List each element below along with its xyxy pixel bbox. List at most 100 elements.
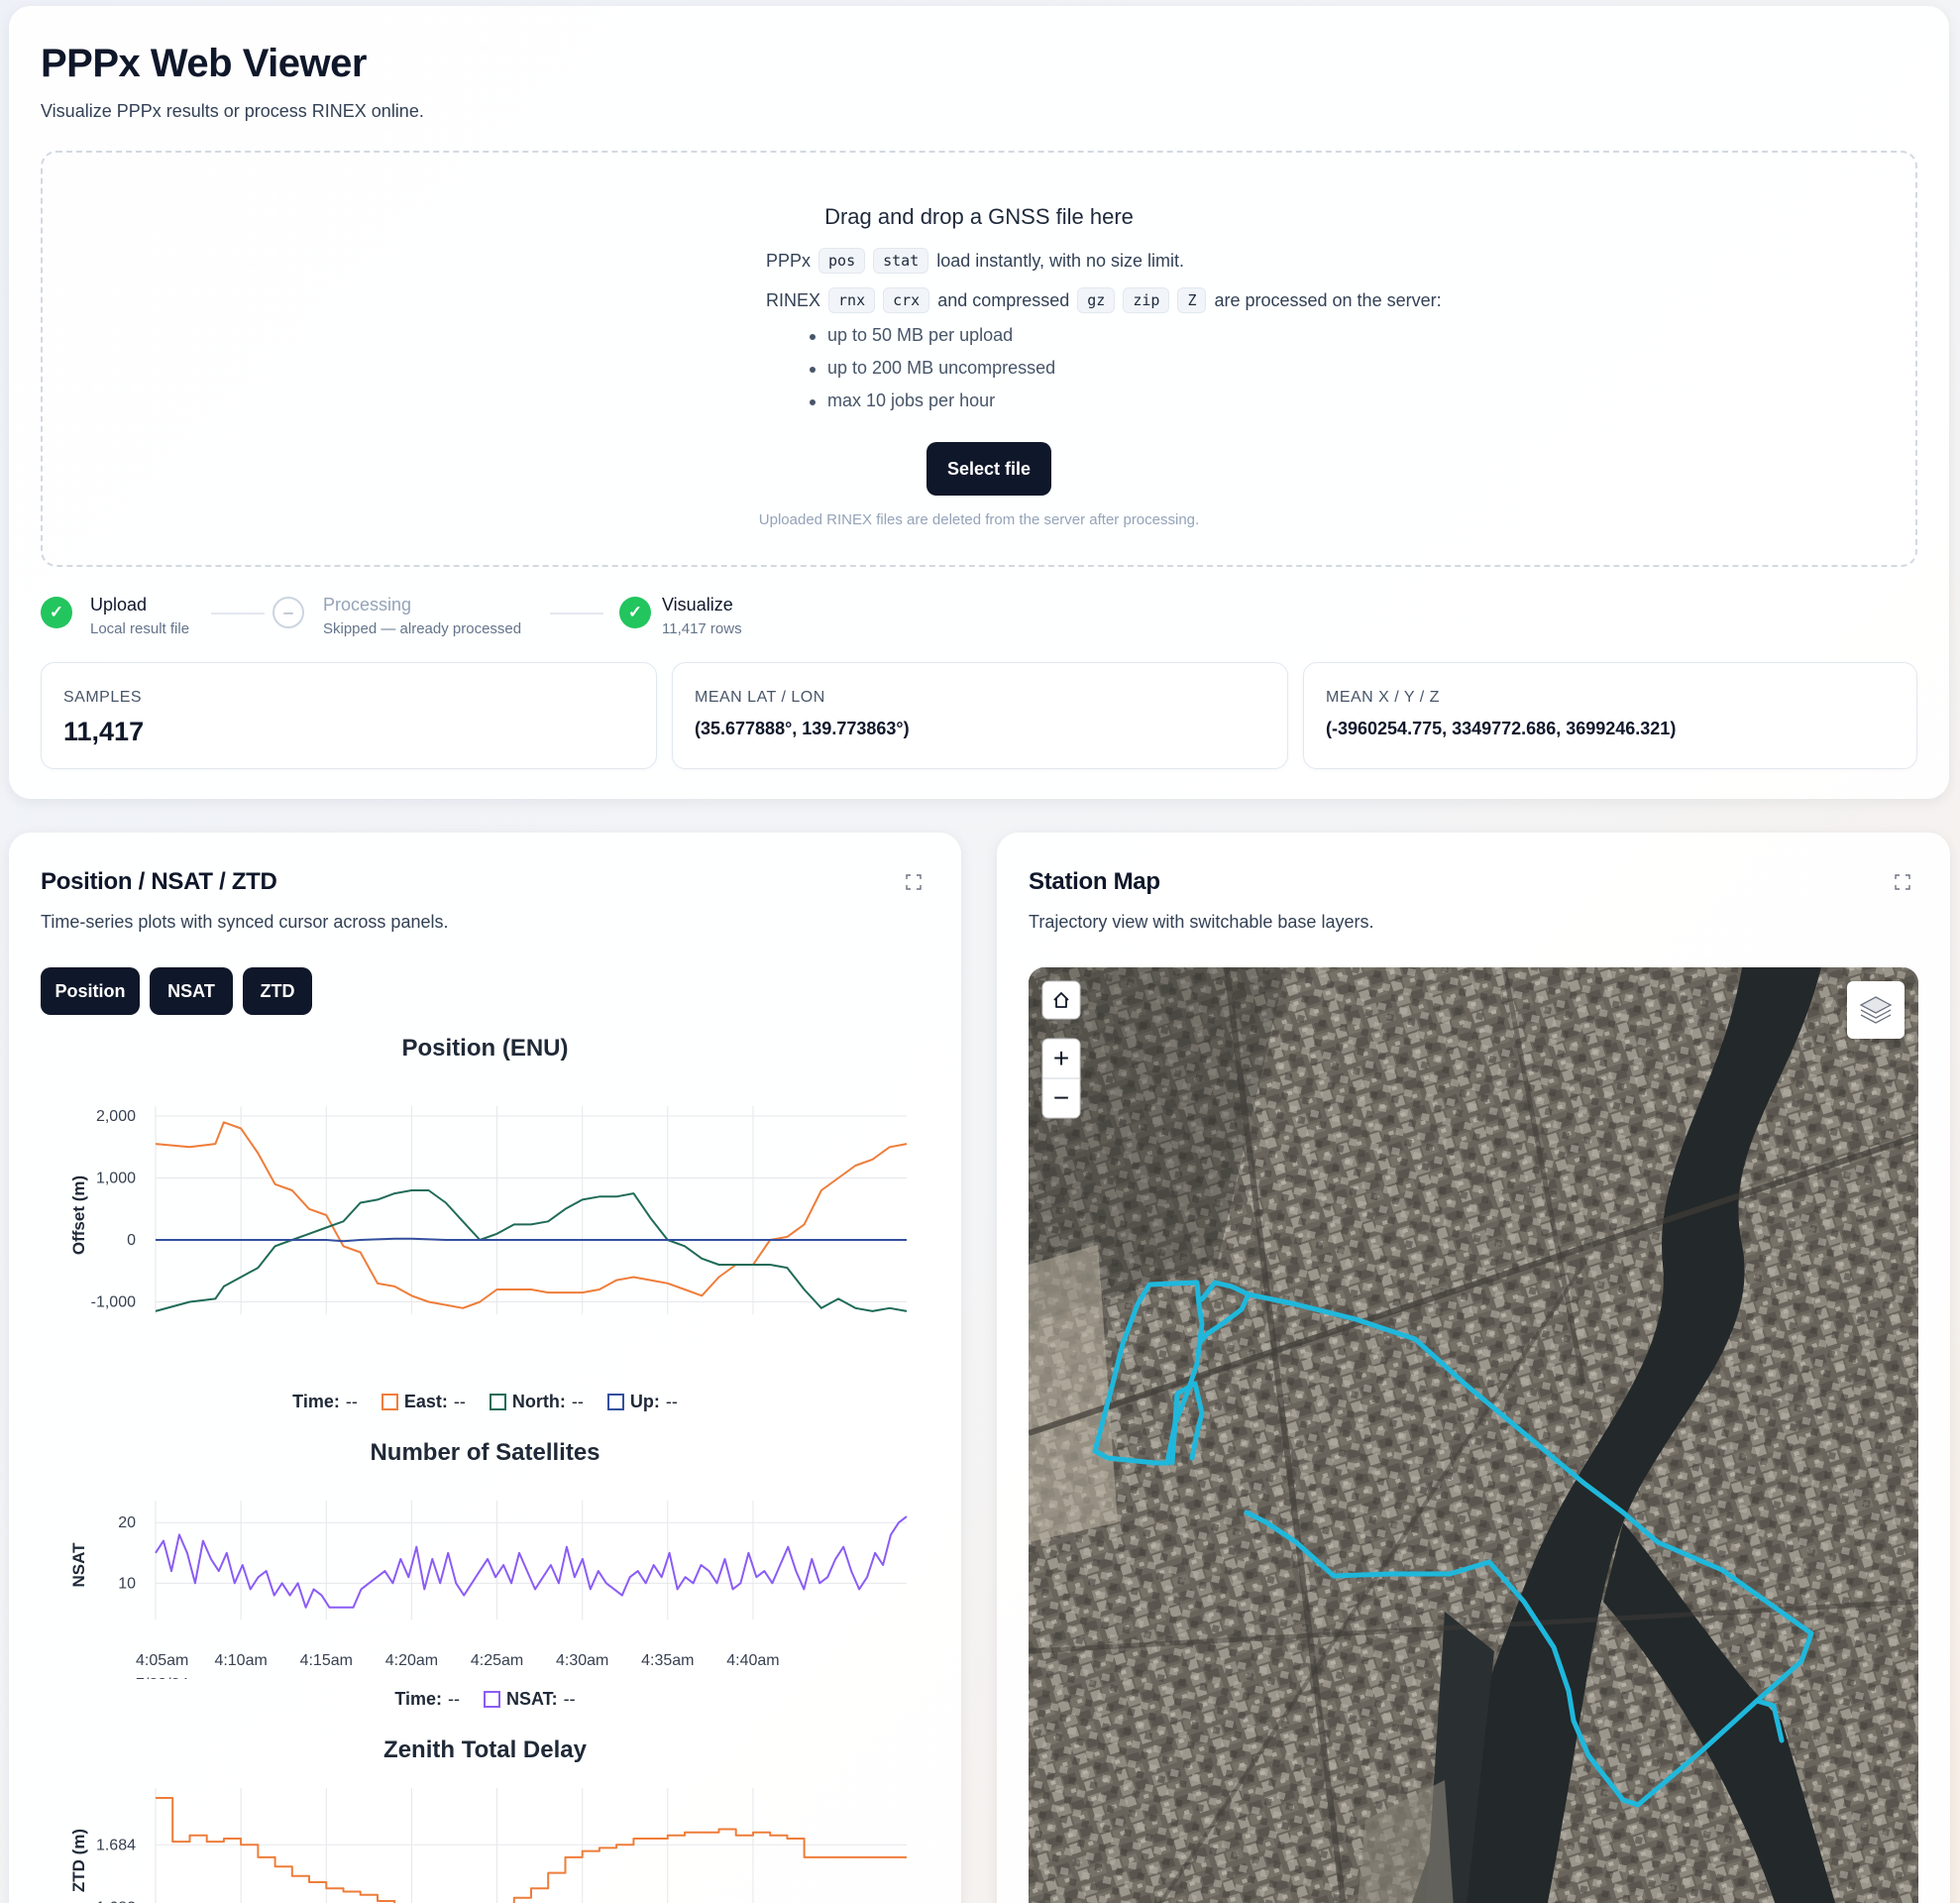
zoom-in-button[interactable]: + (1052, 1043, 1070, 1073)
dropzone-title: Drag and drop a GNSS file here (824, 204, 1134, 229)
pppx-formats-line: PPPx pos stat load instantly, with no si… (766, 248, 1184, 274)
satellite-basemap (1029, 967, 1918, 1903)
y-tick-label: 1.684 (96, 1837, 136, 1853)
privacy-note: Uploaded RINEX files are deleted from th… (758, 511, 1200, 528)
stat-value: (-3960254.775, 3349772.686, 3699246.321) (1326, 719, 1677, 738)
panel-title: Station Map (1029, 868, 1160, 895)
series-line-east (155, 1121, 908, 1309)
stat-value: 11,417 (63, 717, 145, 746)
station-map[interactable]: + − (1029, 967, 1918, 1903)
series-line-nsat (155, 1515, 908, 1609)
tab-nsat[interactable]: NSAT (150, 967, 233, 1015)
step-visualize-subtitle: 11,417 rows (662, 620, 742, 637)
stat-mean-lat-lon: MEAN LAT / LON (35.677888°, 139.773863°) (672, 662, 1288, 769)
file-dropzone[interactable]: Drag and drop a GNSS file here PPPx pos … (41, 151, 1917, 567)
zoom-out-button[interactable]: − (1052, 1082, 1070, 1113)
pppx-label: PPPx (766, 250, 812, 271)
y-axis-label: ZTD (m) (69, 1829, 88, 1892)
legend-value: -- (665, 1392, 678, 1411)
legend-nsat[interactable]: NSAT: -- (484, 1689, 576, 1710)
ztd-chart[interactable]: 1.684 1.682 ZTD (m) (9, 1778, 961, 1903)
upload-limits-list: up to 50 MB per upload up to 200 MB unco… (806, 319, 1055, 417)
legend-swatch (489, 1394, 506, 1410)
check-icon: ✓ (41, 597, 72, 628)
legend-value: -- (571, 1392, 584, 1411)
panel-title: Position / NSAT / ZTD (41, 868, 277, 895)
legend-north[interactable]: North: -- (489, 1392, 584, 1412)
y-tick-label: -1,000 (91, 1294, 136, 1311)
rinex-compressed-label: and compressed (937, 289, 1070, 310)
position-legend: Time: -- East: -- North: -- Up: -- (9, 1392, 961, 1412)
layers-button[interactable] (1847, 981, 1905, 1039)
plots-panel: Position / NSAT / ZTD Time-series plots … (9, 833, 961, 1903)
panel-subtitle: Time-series plots with synced cursor acr… (41, 912, 449, 932)
app-subtitle: Visualize PPPx results or process RINEX … (41, 101, 424, 121)
legend-east[interactable]: East: -- (381, 1392, 466, 1412)
zoom-control[interactable] (1041, 1038, 1081, 1119)
upload-card: PPPx Web Viewer Visualize PPPx results o… (9, 6, 1949, 799)
x-tick-label: 4:35am (641, 1652, 694, 1669)
y-axis-label: Offset (m) (69, 1175, 88, 1255)
x-tick-label: 4:15am (300, 1652, 353, 1669)
legend-label: Time: (394, 1689, 442, 1709)
y-tick-label: 0 (127, 1232, 136, 1249)
stat-label: MEAN X / Y / Z (1326, 689, 1440, 706)
y-tick-label: 2,000 (96, 1108, 136, 1125)
map-panel: Station Map Trajectory view with switcha… (997, 833, 1950, 1903)
chart-title-position: Position (ENU) (401, 1035, 569, 1062)
x-date-label: 7/23/24 (136, 1676, 188, 1679)
nsat-chart[interactable]: 20 10 NSAT 4:05am 4:10am 4:15am 4:20am 4:25am 4:… (9, 1481, 961, 1679)
minus-icon: – (272, 597, 304, 628)
rinex-label: RINEX (766, 289, 821, 310)
chart-title-nsat: Number of Satellites (370, 1439, 600, 1466)
legend-value: -- (345, 1392, 358, 1411)
legend-swatch (484, 1691, 500, 1708)
rinex-formats-line: RINEX rnx crx and compressed gz zip Z ar… (766, 287, 1442, 313)
format-badge: stat (873, 248, 929, 274)
legend-swatch (381, 1394, 398, 1410)
legend-value: -- (453, 1392, 466, 1411)
select-file-button[interactable]: Select file (926, 442, 1051, 496)
legend-label: North: (511, 1392, 566, 1411)
legend-swatch (606, 1394, 624, 1410)
y-axis-label: NSAT (69, 1542, 88, 1588)
format-badge: crx (883, 287, 930, 313)
layers-icon (1859, 996, 1893, 1024)
progress-steps: ✓ Upload Local result file – Processing … (41, 591, 1230, 646)
home-button[interactable] (1042, 981, 1080, 1019)
legend-label: Time: (292, 1392, 340, 1411)
nsat-legend: Time: -- NSAT: -- (9, 1689, 961, 1710)
series-line-ztd (156, 1797, 907, 1903)
pppx-description: load instantly, with no size limit. (936, 250, 1185, 271)
check-icon: ✓ (619, 597, 651, 628)
format-badge: rnx (828, 287, 876, 313)
stat-mean-xyz: MEAN X / Y / Z (-3960254.775, 3349772.68… (1303, 662, 1917, 769)
expand-icon[interactable] (906, 874, 922, 890)
x-tick-label: 4:05am (136, 1652, 188, 1669)
format-badge: pos (818, 248, 866, 274)
step-visualize-title: Visualize (662, 595, 733, 615)
list-item: max 10 jobs per hour (806, 385, 1055, 417)
step-processing-title: Processing (323, 595, 412, 615)
tab-position[interactable]: Position (41, 967, 140, 1015)
x-tick-label: 4:10am (214, 1652, 267, 1669)
step-upload-subtitle: Local result file (90, 620, 190, 637)
chart-title-ztd: Zenith Total Delay (383, 1736, 587, 1763)
step-processing-subtitle: Skipped — already processed (323, 620, 522, 637)
x-tick-label: 4:20am (385, 1652, 438, 1669)
rinex-description: are processed on the server: (1214, 289, 1442, 310)
series-line-north (155, 1189, 908, 1312)
stat-value: (35.677888°, 139.773863°) (695, 719, 910, 738)
y-tick-label: 10 (118, 1575, 136, 1592)
format-badge: Z (1177, 287, 1207, 313)
tab-ztd[interactable]: ZTD (243, 967, 312, 1015)
legend-time: Time: -- (394, 1689, 460, 1710)
legend-up[interactable]: Up: -- (606, 1392, 678, 1412)
legend-value: -- (448, 1689, 460, 1709)
expand-icon[interactable] (1895, 874, 1910, 890)
legend-label: Up: (629, 1392, 660, 1411)
panel-subtitle: Trajectory view with switchable base lay… (1029, 912, 1374, 932)
y-tick-label: 1.682 (96, 1899, 136, 1903)
home-control[interactable] (1041, 980, 1081, 1020)
